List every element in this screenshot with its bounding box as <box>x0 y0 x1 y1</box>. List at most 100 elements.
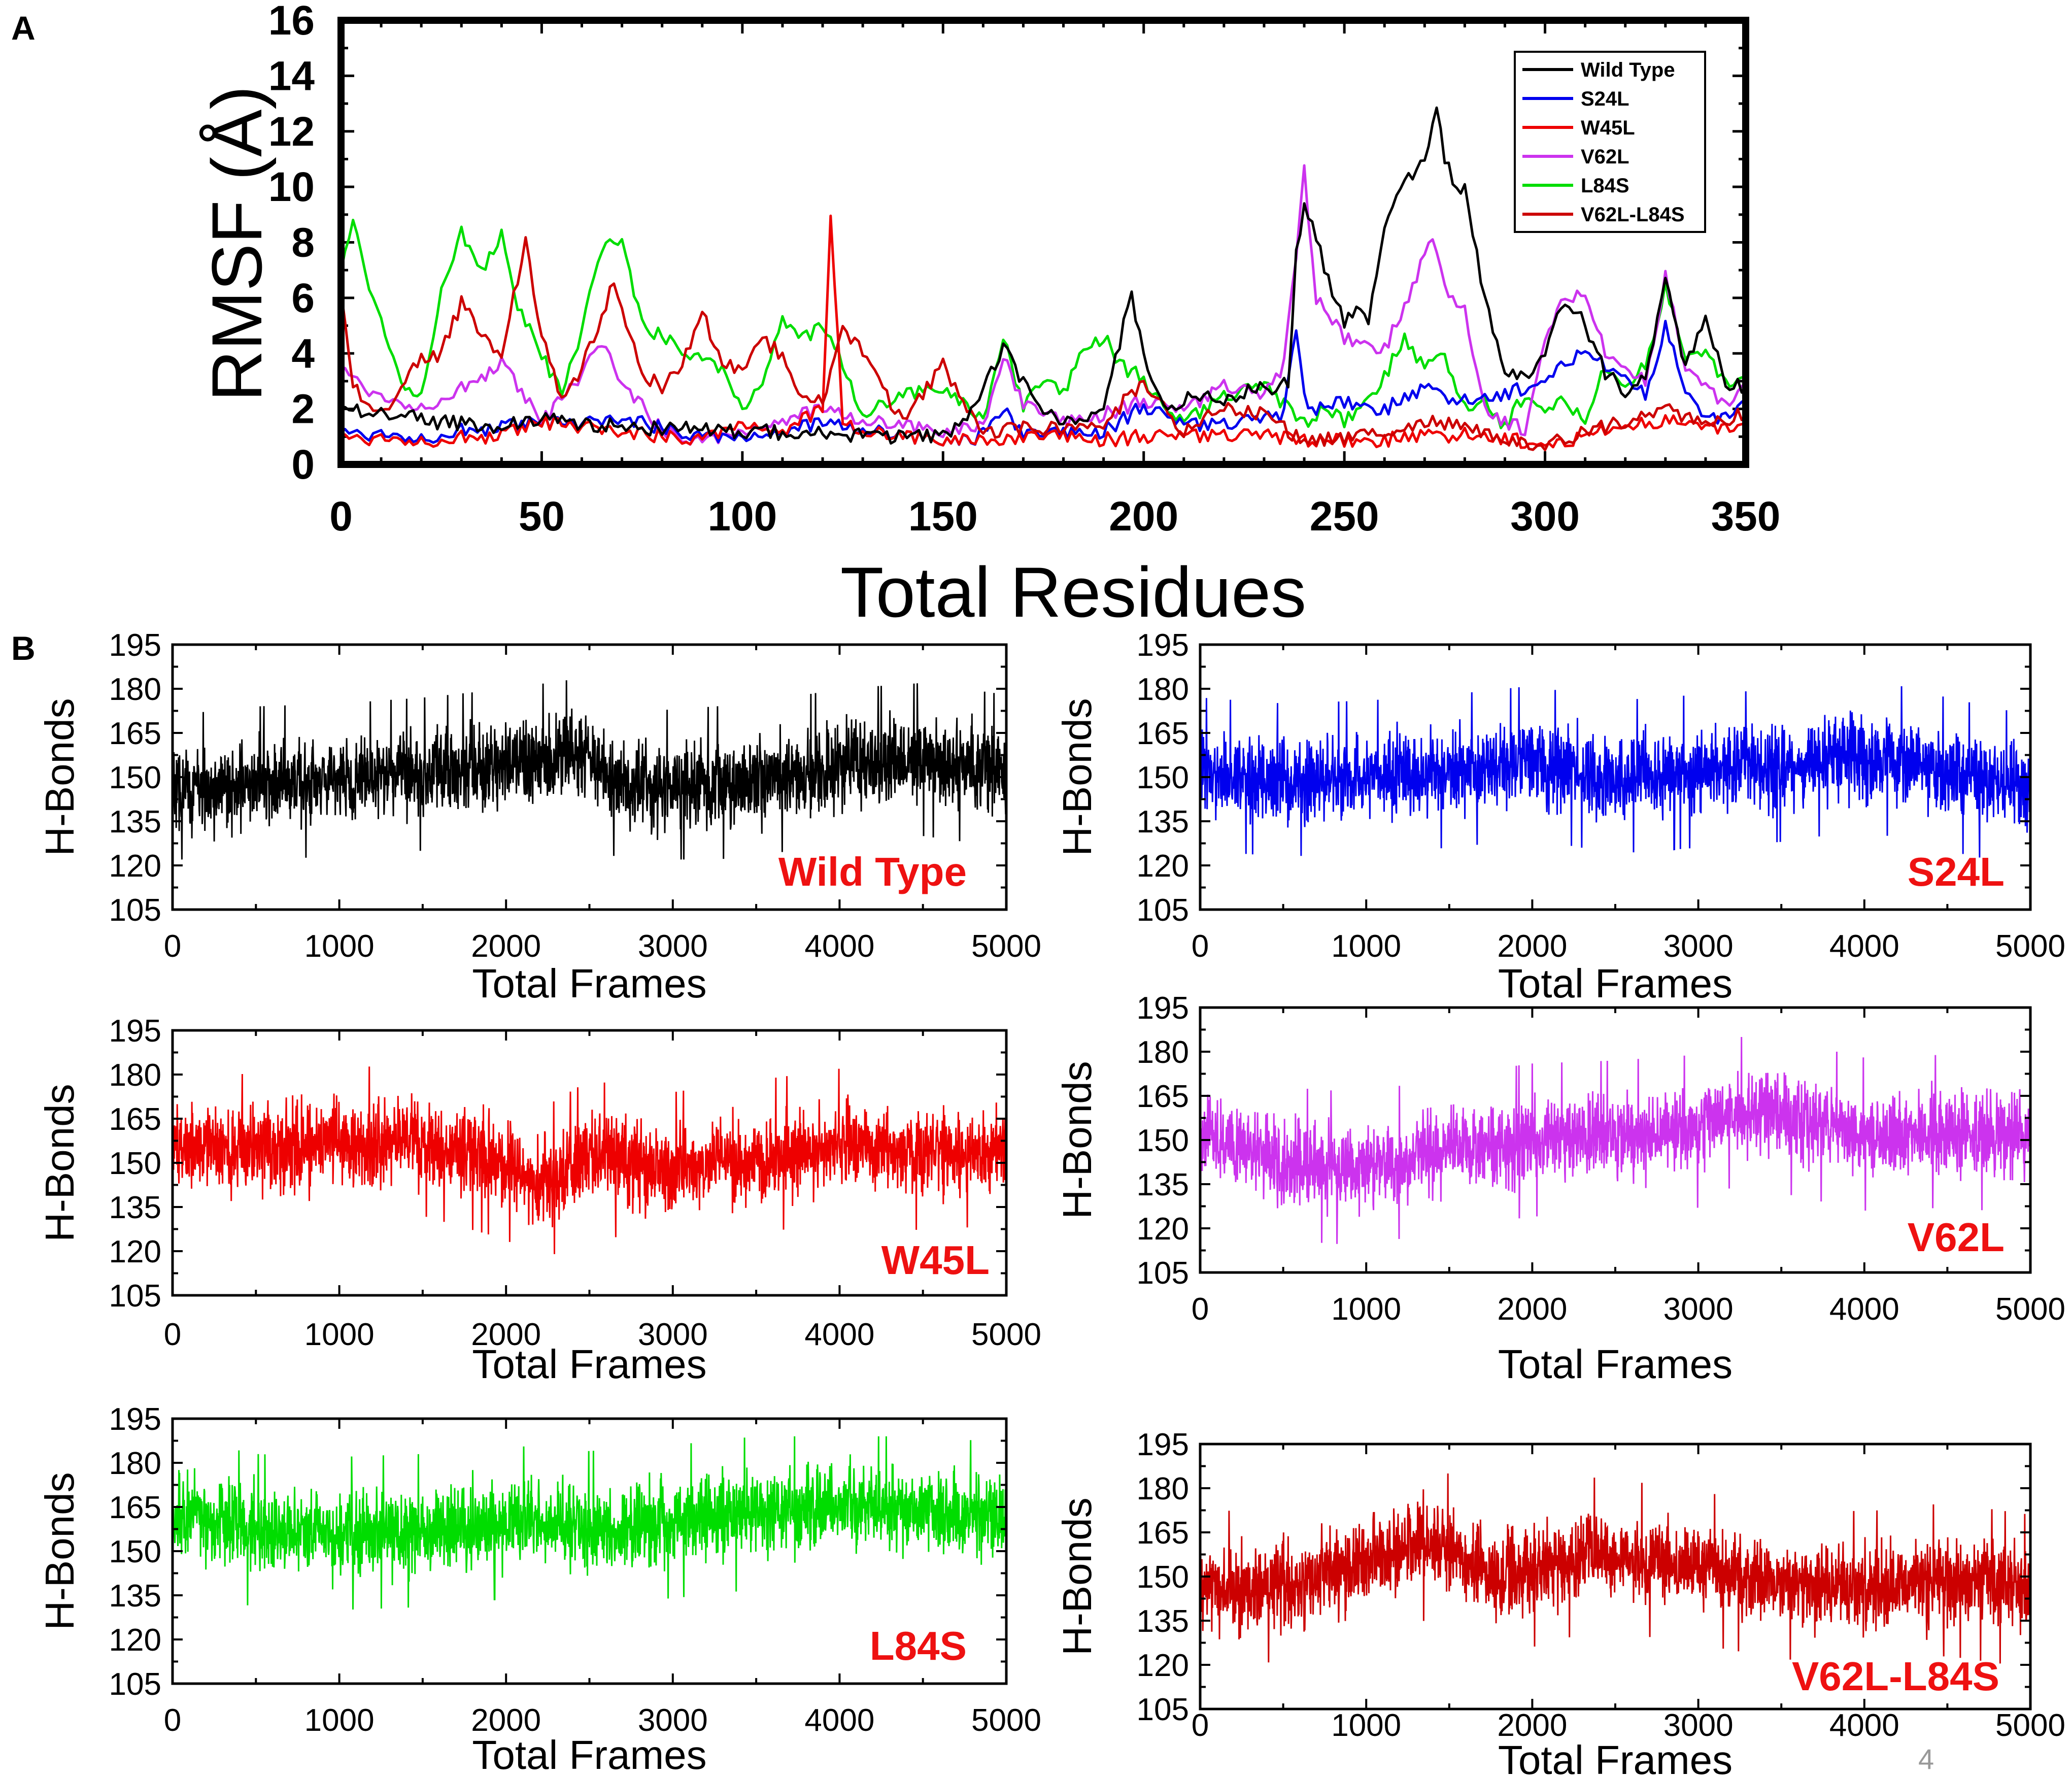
y-tick-label: 150 <box>109 760 161 795</box>
hbond-trace <box>172 1066 1007 1254</box>
y-tick-label: 165 <box>109 1490 161 1525</box>
y-tick-label: 195 <box>109 1014 161 1049</box>
x-axis-title: Total Frames <box>1498 1737 1733 1776</box>
y-tick-label: 180 <box>1137 1035 1189 1070</box>
page-number: 4 <box>1918 1743 1934 1775</box>
y-tick-label: 135 <box>1137 1167 1189 1202</box>
hbond-chart-l84s: 0 1000 2000 3000 4000 5000 105 120 135 150 165 180 1… <box>37 1402 1041 1776</box>
y-tick-label: 195 <box>1137 628 1189 663</box>
series-line-l84s <box>339 218 1746 429</box>
y-tick-label: 180 <box>109 1058 161 1093</box>
x-axis-title: Total Frames <box>472 1342 706 1387</box>
legend-box <box>1514 51 1706 233</box>
legend-label: S24L <box>1581 88 1629 110</box>
x-tick-label: 200 <box>1109 493 1178 540</box>
y-tick-label: 195 <box>1137 1427 1189 1462</box>
x-tick-label: 0 <box>1192 1292 1209 1327</box>
y-tick-label: 0 <box>291 442 315 488</box>
x-tick-label: 3000 <box>1663 1292 1734 1327</box>
series-line-v62l <box>341 164 1747 446</box>
y-tick-label: 150 <box>1137 760 1189 795</box>
y-tick-label: 180 <box>109 1446 161 1481</box>
y-tick-label: 120 <box>109 1234 161 1269</box>
y-tick-label: 135 <box>109 1579 161 1614</box>
series-line-wild-type <box>341 106 1746 445</box>
x-tick-label: 0 <box>329 493 353 540</box>
x-tick-label: 50 <box>519 493 565 540</box>
x-tick-label: 0 <box>164 1703 181 1738</box>
x-tick-label: 2000 <box>471 1317 541 1352</box>
x-tick-label: 2000 <box>1497 1708 1567 1743</box>
x-tick-label: 350 <box>1711 493 1781 540</box>
x-tick-label: 1000 <box>1331 1708 1401 1743</box>
x-tick-label: 0 <box>164 1317 181 1352</box>
y-tick-label: 105 <box>1137 1692 1189 1727</box>
hbond-chart-wild-type: 0 1000 2000 3000 4000 5000 105 120 135 150 165 180 1… <box>37 628 1041 1006</box>
y-axis-title: H-Bonds <box>1055 698 1100 856</box>
x-tick-label: 300 <box>1510 493 1580 540</box>
y-tick-label: 105 <box>1137 1256 1189 1291</box>
x-tick-label: 2000 <box>1497 1292 1567 1327</box>
y-tick-label: 120 <box>109 849 161 884</box>
y-tick-label: 165 <box>1137 1079 1189 1114</box>
legend-label: W45L <box>1581 117 1635 139</box>
x-tick-label: 2000 <box>471 1703 541 1738</box>
y-tick-label: 14 <box>268 53 315 99</box>
x-tick-label: 1000 <box>304 1317 375 1352</box>
y-tick-label: 165 <box>109 1102 161 1137</box>
x-tick-label: 4000 <box>804 1703 874 1738</box>
x-tick-label: 100 <box>707 493 777 540</box>
x-tick-label: 1000 <box>304 1703 375 1738</box>
x-tick-label: 5000 <box>1995 1292 2065 1327</box>
y-tick-label: 120 <box>109 1623 161 1658</box>
y-axis-title: H-Bonds <box>1055 1061 1100 1219</box>
x-tick-label: 5000 <box>1995 1708 2065 1743</box>
x-tick-label: 250 <box>1310 493 1379 540</box>
y-tick-label: 12 <box>268 109 315 155</box>
y-axis-title: H-Bonds <box>37 1084 82 1242</box>
panel-variant-label: V62L <box>1908 1215 2005 1260</box>
x-tick-label: 4000 <box>804 929 874 964</box>
y-tick-label: 6 <box>291 275 315 321</box>
y-tick-label: 180 <box>109 672 161 707</box>
x-tick-label: 2000 <box>1497 929 1567 964</box>
y-axis-title: H-Bonds <box>37 1472 82 1630</box>
y-tick-label: 180 <box>1137 672 1189 707</box>
hbond-trace <box>1199 1473 2031 1664</box>
y-tick-label: 165 <box>1137 716 1189 751</box>
y-tick-label: 105 <box>109 893 161 928</box>
x-tick-label: 3000 <box>638 1317 708 1352</box>
x-tick-label: 4000 <box>1829 929 1899 964</box>
y-tick-label: 195 <box>1137 991 1189 1026</box>
x-axis-title: Total Frames <box>472 961 706 1006</box>
legend-label: V62L <box>1581 146 1629 168</box>
y-tick-label: 135 <box>1137 805 1189 840</box>
hbond-chart-s24l: 0 1000 2000 3000 4000 5000 105 120 135 150 165 180 1… <box>1055 628 2065 1006</box>
y-tick-label: 120 <box>1137 849 1189 884</box>
x-tick-label: 150 <box>908 493 978 540</box>
y-axis-title: RMSF (Å) <box>197 86 277 401</box>
x-tick-label: 2000 <box>471 929 541 964</box>
y-axis-title: H-Bonds <box>37 698 82 856</box>
y-tick-label: 150 <box>1137 1123 1189 1158</box>
y-tick-label: 135 <box>109 1190 161 1225</box>
x-tick-label: 3000 <box>1663 929 1734 964</box>
x-tick-label: 0 <box>164 929 181 964</box>
panel-variant-label: L84S <box>870 1623 967 1668</box>
y-axis-title: H-Bonds <box>1055 1497 1100 1655</box>
x-tick-label: 4000 <box>804 1317 874 1352</box>
x-tick-label: 5000 <box>971 929 1041 964</box>
panel-variant-label: W45L <box>881 1237 990 1283</box>
y-tick-label: 195 <box>109 628 161 663</box>
x-tick-label: 5000 <box>971 1317 1041 1352</box>
y-tick-label: 2 <box>291 386 315 432</box>
x-tick-label: 4000 <box>1829 1292 1899 1327</box>
panel-a-letter: A <box>11 9 36 47</box>
panel-b-letter: B <box>11 629 36 667</box>
y-tick-label: 150 <box>109 1146 161 1181</box>
x-axis-title: Total Residues <box>840 552 1306 632</box>
x-axis-title: Total Frames <box>1498 961 1733 1006</box>
y-tick-label: 165 <box>109 716 161 751</box>
hbond-trace <box>172 1436 1007 1610</box>
